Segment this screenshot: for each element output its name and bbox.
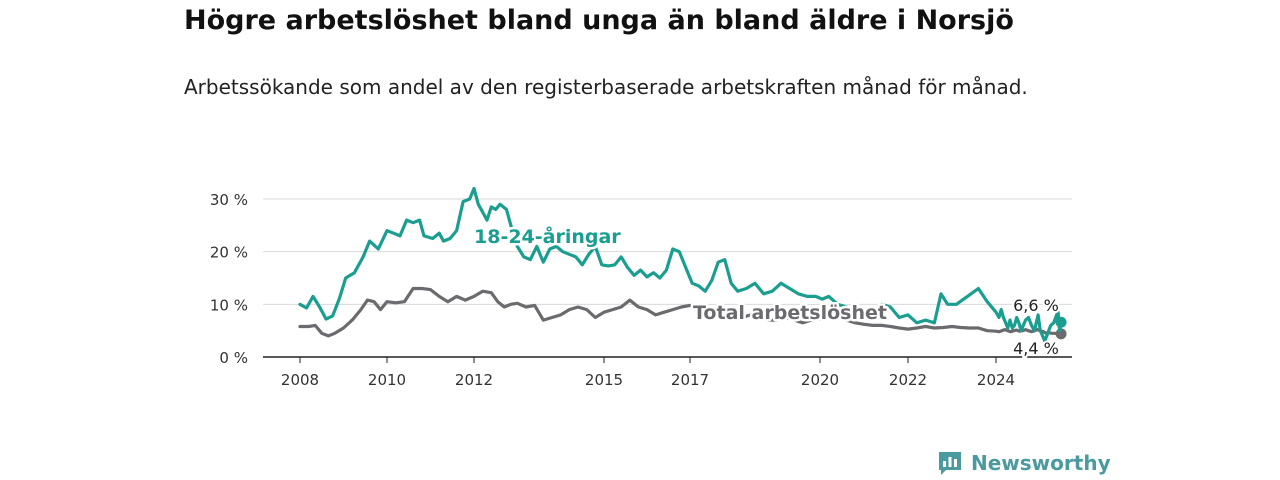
series-label-18-24: 18-24-åringar (474, 224, 621, 248)
series-line-18-24 (298, 186, 1063, 343)
x-tick-label: 2010 (368, 371, 406, 389)
x-tick-label: 2012 (455, 371, 493, 389)
brand-name: Newsworthy (971, 451, 1111, 475)
x-tick-label: 2015 (585, 371, 623, 389)
x-axis-ticks: 2008 2010 2012 2015 2017 2020 2022 2024 (281, 357, 1015, 389)
x-tick-label: 2008 (281, 371, 319, 389)
y-tick-label: 20 % (210, 244, 248, 262)
line-chart: 0 % 10 % 20 % 30 % 2008 2010 2012 2015 2017 2020… (210, 186, 1072, 389)
newsworthy-logo-icon (939, 452, 961, 475)
y-tick-label: 10 % (210, 296, 248, 314)
series-labels: 18-24-åringar Total arbetslöshet 6,6 % 4,4 … (472, 222, 1061, 361)
x-tick-label: 2017 (671, 371, 709, 389)
end-label-total: 4,4 % (1013, 339, 1059, 358)
series-label-total: Total arbetslöshet (693, 302, 887, 324)
series-line-total (298, 286, 1063, 338)
x-tick-label: 2022 (889, 371, 927, 389)
series-lines (298, 186, 1067, 343)
chart-subtitle: Arbetssökande som andel av den registerb… (184, 75, 1028, 99)
y-axis-ticks: 0 % 10 % 20 % 30 % (210, 191, 248, 367)
y-tick-label: 30 % (210, 191, 248, 209)
y-tick-label: 0 % (219, 349, 248, 367)
end-point-18-24 (1055, 316, 1067, 328)
x-tick-label: 2020 (801, 371, 839, 389)
chart-title: Högre arbetslöshet bland unga än bland ä… (184, 5, 1014, 36)
end-label-18-24: 6,6 % (1013, 296, 1059, 315)
newsworthy-brand[interactable]: Newsworthy (937, 448, 1111, 478)
x-tick-label: 2024 (977, 371, 1015, 389)
gridlines (263, 198, 1072, 358)
